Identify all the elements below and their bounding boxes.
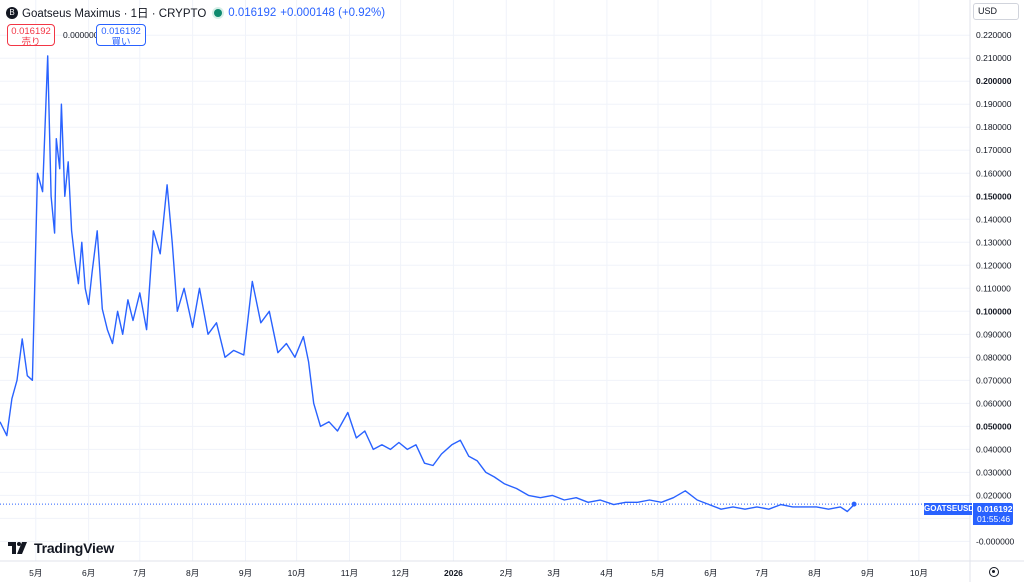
x-tick-label: 8月 xyxy=(186,568,199,578)
currency-select[interactable]: USD xyxy=(973,3,1019,20)
x-tick-label: 12月 xyxy=(392,568,410,578)
legend-price: 0.016192 xyxy=(228,7,277,19)
x-tick-label: 3月 xyxy=(547,568,560,578)
y-tick-label: -0.000000 xyxy=(976,536,1015,546)
y-tick-label: 0.070000 xyxy=(976,375,1012,385)
y-tick-label: 0.120000 xyxy=(976,260,1012,270)
chart-legend[interactable]: B Goatseus Maximus · 1日 · CRYPTO 0.01619… xyxy=(6,5,385,21)
y-tick-label: 0.030000 xyxy=(976,467,1012,477)
time-axis[interactable]: 5月 6月 7月 8月 9月 10月 11月 12月 2026 2月 3月 4月 5月 6月 7月 8月 9月 1… xyxy=(29,568,928,578)
x-tick-label: 7月 xyxy=(755,568,768,578)
y-tick-label: 0.060000 xyxy=(976,398,1012,408)
x-tick-label: 7月 xyxy=(133,568,146,578)
sell-label: 売り xyxy=(21,37,41,48)
x-tick-label: 5月 xyxy=(29,568,42,578)
legend-change: +0.000148 (+0.92%) xyxy=(280,7,386,19)
x-tick-label: 5月 xyxy=(651,568,664,578)
symbol-price-label: GOATSEUSD xyxy=(924,503,975,515)
y-tick-label: 0.170000 xyxy=(976,145,1012,155)
y-tick-label: 0.140000 xyxy=(976,214,1012,224)
y-tick-label: 0.020000 xyxy=(976,490,1012,500)
y-tick-label: 0.090000 xyxy=(976,329,1012,339)
y-tick-label: 0.150000 xyxy=(976,191,1012,201)
x-tick-label: 9月 xyxy=(239,568,252,578)
y-tick-label: 0.080000 xyxy=(976,352,1012,362)
last-price-tag: 0.016192 01:55:46 xyxy=(973,503,1013,525)
symbol-title[interactable]: Goatseus Maximus · 1日 · CRYPTO xyxy=(22,8,207,20)
settings-icon[interactable] xyxy=(989,567,999,577)
x-tick-label: 6月 xyxy=(704,568,717,578)
y-tick-label: 0.050000 xyxy=(976,421,1012,431)
x-tick-label: 2026 xyxy=(444,568,463,578)
last-price-value: 0.016192 xyxy=(977,504,1013,514)
buy-label: 買い xyxy=(111,37,131,48)
x-tick-label: 9月 xyxy=(861,568,874,578)
y-tick-label: 0.100000 xyxy=(976,306,1012,316)
symbol-logo-icon: B xyxy=(6,7,18,19)
x-tick-label: 10月 xyxy=(910,568,928,578)
tradingview-logo-icon xyxy=(8,542,27,554)
y-tick-label: 0.040000 xyxy=(976,444,1012,454)
sell-button[interactable]: 0.016192 売り xyxy=(7,24,55,48)
grid-lines xyxy=(0,0,970,561)
y-tick-label: 0.180000 xyxy=(976,122,1012,132)
x-tick-label: 8月 xyxy=(808,568,821,578)
x-tick-label: 2月 xyxy=(500,568,513,578)
tradingview-logo[interactable]: TradingView xyxy=(8,540,114,556)
y-tick-label: 0.220000 xyxy=(976,30,1012,40)
price-axis[interactable]: -0.0000000.0100000.0200000.0300000.04000… xyxy=(976,30,1015,546)
y-tick-label: 0.190000 xyxy=(976,99,1012,109)
x-tick-label: 6月 xyxy=(82,568,95,578)
sell-price: 0.016192 xyxy=(11,26,51,37)
buy-button[interactable]: 0.016192 買い xyxy=(96,24,146,48)
y-tick-label: 0.200000 xyxy=(976,76,1012,86)
x-tick-label: 11月 xyxy=(341,568,358,578)
market-status-icon[interactable] xyxy=(214,9,223,17)
last-price-dot xyxy=(851,501,857,507)
y-tick-label: 0.210000 xyxy=(976,53,1012,63)
bar-countdown: 01:55:46 xyxy=(977,514,1011,524)
buy-price: 0.016192 xyxy=(101,26,141,37)
x-tick-label: 4月 xyxy=(600,568,613,578)
price-series-line[interactable] xyxy=(0,55,855,513)
y-tick-label: 0.110000 xyxy=(976,283,1011,293)
tradingview-wordmark: TradingView xyxy=(34,540,115,556)
spread-value: 0.000000 xyxy=(63,30,99,40)
y-tick-label: 0.160000 xyxy=(976,168,1012,178)
y-tick-label: 0.130000 xyxy=(976,237,1012,247)
x-tick-label: 10月 xyxy=(288,568,306,578)
